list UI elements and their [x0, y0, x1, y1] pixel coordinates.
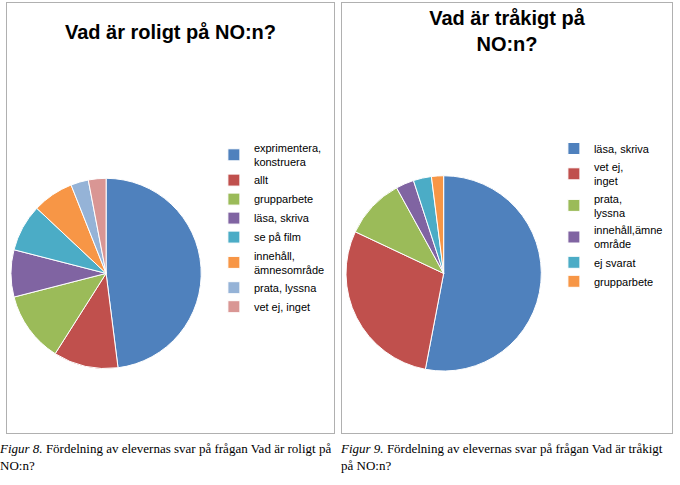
- svg-text:ej svarat: ej svarat: [594, 257, 636, 269]
- svg-text:vet ej,inget: vet ej,inget: [594, 161, 623, 187]
- svg-text:Vad är tråkigt påNO:n?: Vad är tråkigt påNO:n?: [429, 7, 585, 55]
- svg-text:läsa, skriva: läsa, skriva: [254, 212, 310, 224]
- svg-text:Vad är roligt på NO:n?: Vad är roligt på NO:n?: [65, 21, 276, 43]
- html-text:Figur 9. Fördelning av elevern: Figur 9. Fördelning av elevernas svar på…: [341, 441, 663, 473]
- svg-text:innehåll,ämneområde: innehåll,ämneområde: [594, 224, 663, 250]
- svg-text:grupparbete: grupparbete: [594, 276, 653, 288]
- svg-text:vet ej, inget: vet ej, inget: [254, 301, 310, 313]
- svg-text:se på film: se på film: [254, 231, 301, 243]
- svg-text:prata, lyssna: prata, lyssna: [254, 282, 317, 294]
- svg-text:exprimentera,konstruera: exprimentera,konstruera: [254, 142, 321, 168]
- svg-text:läsa, skriva: läsa, skriva: [594, 143, 650, 155]
- svg-text:grupparbete: grupparbete: [254, 193, 313, 205]
- svg-text:prata,lyssna: prata,lyssna: [594, 193, 626, 219]
- svg-text:innehåll,ämnesområde: innehåll,ämnesområde: [254, 250, 324, 276]
- html-text:Figur 8. Fördelning av elevern: Figur 8. Fördelning av elevernas svar på…: [0, 441, 332, 473]
- svg-text:allt: allt: [254, 174, 268, 186]
